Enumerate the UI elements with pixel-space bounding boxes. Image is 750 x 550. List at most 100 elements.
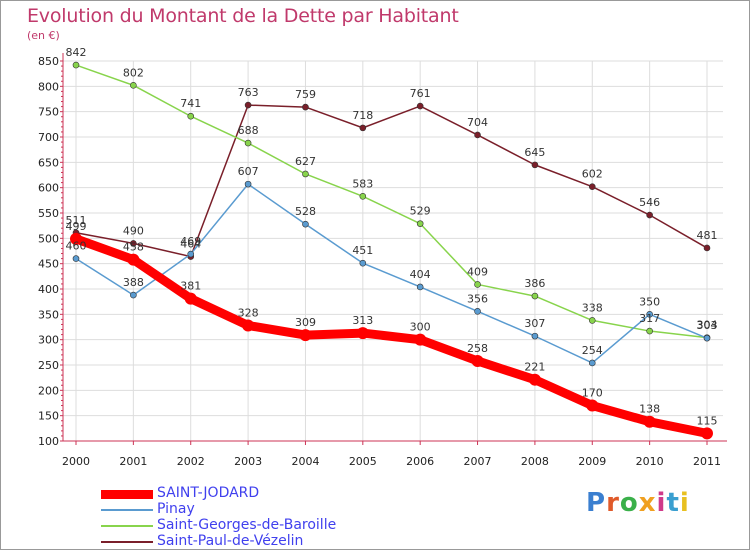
data-point-saint-georges-de-baroille: [359, 192, 367, 200]
legend-label: Pinay: [157, 501, 195, 517]
data-label-pinay: 254: [582, 344, 603, 357]
data-point-pinay: [359, 259, 367, 267]
x-tick-label: 2006: [406, 455, 434, 468]
data-point-saint-paul-de-vezelin: [531, 161, 539, 169]
data-point-saint-jodard: [299, 329, 312, 342]
legend-label: Saint-Paul-de-Vézelin: [157, 533, 304, 549]
series-line-saint-jodard: [71, 234, 712, 438]
data-label-pinay: 469: [180, 235, 201, 248]
x-tick-label: 2000: [62, 455, 90, 468]
data-point-pinay: [646, 311, 653, 318]
data-point-pinay: [302, 220, 309, 228]
data-point-pinay: [130, 291, 137, 299]
data-point-saint-paul-de-vezelin: [244, 101, 252, 109]
data-point-saint-paul-de-vezelin: [359, 124, 367, 132]
data-label-pinay: 350: [639, 295, 660, 308]
data-label-pinay: 607: [238, 165, 259, 178]
data-point-saint-jodard: [242, 319, 255, 332]
data-point-saint-jodard: [643, 415, 656, 428]
data-point-pinay: [416, 283, 424, 291]
y-tick-label: 650: [38, 156, 59, 169]
data-label-pinay: 356: [467, 292, 488, 305]
series-lines: [70, 61, 713, 440]
data-point-saint-georges-de-baroille: [244, 139, 252, 147]
data-point-pinay: [244, 180, 252, 188]
legend-swatch: [101, 490, 153, 499]
data-point-saint-georges-de-baroille: [531, 292, 539, 300]
data-label-saint-georges-de-baroille: 317: [639, 312, 660, 325]
logo-letter: t: [666, 488, 680, 518]
data-point-saint-georges-de-baroille: [187, 112, 195, 120]
data-label-saint-jodard: 499: [66, 220, 87, 233]
data-point-saint-jodard: [701, 427, 713, 440]
data-label-saint-jodard: 221: [524, 361, 545, 374]
data-point-saint-jodard: [414, 333, 427, 346]
data-point-pinay: [187, 250, 195, 258]
data-label-saint-paul-de-vezelin: 761: [410, 87, 431, 100]
x-tick-label: 2002: [177, 455, 205, 468]
data-point-saint-paul-de-vezelin: [703, 244, 711, 252]
y-tick-label: 600: [38, 182, 59, 195]
y-tick-label: 500: [38, 232, 59, 245]
y-tick-label: 300: [38, 334, 59, 347]
data-label-saint-georges-de-baroille: 304: [697, 319, 718, 332]
data-label-saint-georges-de-baroille: 529: [410, 205, 431, 218]
legend-item-saint-georges-de-baroille: Saint-Georges-de-Baroille: [101, 518, 461, 534]
data-label-pinay: 528: [295, 205, 316, 218]
y-tick-label: 150: [38, 410, 59, 423]
data-label-saint-paul-de-vezelin: 704: [467, 116, 488, 129]
data-label-saint-paul-de-vezelin: 718: [352, 109, 373, 122]
legend-swatch: [101, 541, 153, 543]
data-label-saint-jodard: 300: [410, 321, 431, 334]
data-label-saint-jodard: 328: [238, 306, 259, 319]
data-point-saint-georges-de-baroille: [72, 61, 80, 69]
data-labels: 511 490 464 763 759 718 761 704 645 602 546 481 842 8…: [66, 46, 718, 427]
y-tick-label: 350: [38, 308, 59, 321]
y-tick-label: 400: [38, 283, 59, 296]
proxiti-logo: Proxiti: [586, 488, 690, 518]
data-label-saint-georges-de-baroille: 338: [582, 301, 603, 314]
data-point-pinay: [703, 334, 711, 342]
y-tick-label: 100: [38, 435, 59, 448]
data-label-saint-georges-de-baroille: 409: [467, 265, 488, 278]
data-label-saint-georges-de-baroille: 688: [238, 124, 259, 137]
legend-swatch: [101, 525, 153, 527]
x-tick-label: 2001: [119, 455, 147, 468]
legend-item-saint-jodard: SAINT-JODARD: [101, 486, 461, 502]
grid-lines: [63, 60, 723, 442]
data-point-saint-jodard: [127, 253, 140, 266]
legend-label: Saint-Georges-de-Baroille: [157, 517, 337, 533]
y-tick-label: 750: [38, 106, 59, 119]
logo-letter: i: [679, 488, 690, 518]
data-point-saint-jodard: [586, 399, 599, 412]
data-label-saint-georges-de-baroille: 802: [123, 66, 144, 79]
data-point-saint-paul-de-vezelin: [588, 183, 596, 190]
data-point-saint-georges-de-baroille: [646, 327, 653, 335]
data-point-pinay: [588, 359, 596, 367]
data-label-saint-paul-de-vezelin: 759: [295, 88, 316, 101]
chart-title: Evolution du Montant de la Dette par Hab…: [27, 5, 459, 27]
data-point-pinay: [474, 307, 481, 315]
data-label-saint-paul-de-vezelin: 511: [66, 214, 87, 227]
y-tick-label: 850: [38, 55, 59, 68]
logo-letter: x: [638, 488, 657, 518]
x-tick-label: 2011: [693, 455, 721, 468]
x-tick-label: 2009: [578, 455, 606, 468]
series-line-pinay: [75, 183, 708, 364]
data-label-pinay: 404: [410, 268, 431, 281]
data-label-saint-jodard: 170: [582, 387, 603, 400]
data-label-saint-jodard: 313: [352, 314, 373, 327]
data-point-saint-paul-de-vezelin: [130, 240, 137, 247]
data-label-saint-paul-de-vezelin: 481: [697, 229, 718, 242]
data-label-saint-paul-de-vezelin: 763: [238, 86, 259, 99]
data-label-saint-paul-de-vezelin: 602: [582, 168, 603, 181]
legend-item-pinay: Pinay: [101, 502, 461, 518]
series-line-saint-paul-de-vezelin: [75, 104, 708, 258]
data-point-saint-jodard: [184, 292, 197, 305]
y-tick-label: 450: [38, 258, 59, 271]
data-label-saint-jodard: 115: [697, 414, 718, 427]
x-tick-label: 2003: [234, 455, 262, 468]
data-point-saint-georges-de-baroille: [130, 82, 137, 89]
data-label-pinay: 388: [123, 276, 144, 289]
data-point-saint-paul-de-vezelin: [646, 211, 653, 219]
